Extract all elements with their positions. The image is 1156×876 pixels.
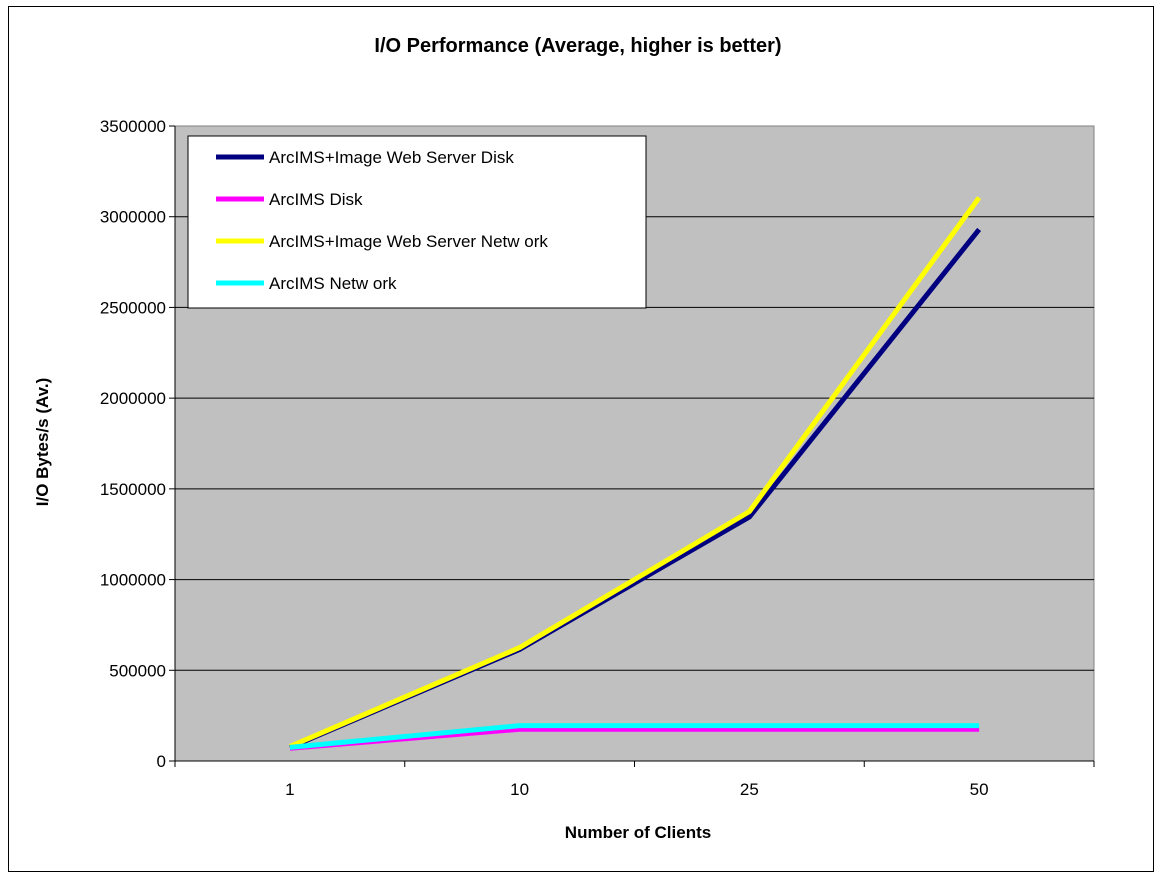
legend-box	[187, 135, 647, 309]
series-lines	[288, 196, 982, 751]
legend-label: ArcIMS+Image Web Server Disk	[269, 148, 514, 167]
y-tick-label: 3500000	[100, 117, 166, 136]
legend: ArcIMS+Image Web Server Disk ArcIMS Disk A…	[187, 135, 647, 309]
x-axis-title: Number of Clients	[565, 823, 711, 842]
x-axis-ticks: 1 10 25 50	[174, 761, 1095, 799]
y-tick-label: 1500000	[100, 480, 166, 499]
y-tick-label: 0	[157, 752, 166, 771]
chart-title: I/O Performance (Average, higher is bett…	[374, 35, 781, 57]
y-tick-label: 1000000	[100, 571, 166, 590]
x-tick-label: 25	[740, 780, 759, 799]
y-tick-label: 3000000	[100, 208, 166, 227]
y-tick-label: 2500000	[100, 298, 166, 317]
y-axis-title: I/O Bytes/s (Av.)	[33, 378, 52, 506]
series-line-3	[288, 196, 982, 749]
y-tick-label: 2000000	[100, 389, 166, 408]
legend-label: ArcIMS Netw ork	[269, 274, 397, 293]
y-axis-ticks: 0 500000 1000000 1500000 2000000 2500000 30000…	[100, 117, 175, 771]
x-tick-label: 10	[510, 780, 529, 799]
x-tick-label: 1	[285, 780, 294, 799]
legend-label: ArcIMS Disk	[269, 190, 363, 209]
y-tick-label: 500000	[109, 661, 166, 680]
x-tick-label: 50	[970, 780, 989, 799]
series-line-4	[289, 723, 980, 750]
legend-label: ArcIMS+Image Web Server Netw ork	[269, 232, 548, 251]
